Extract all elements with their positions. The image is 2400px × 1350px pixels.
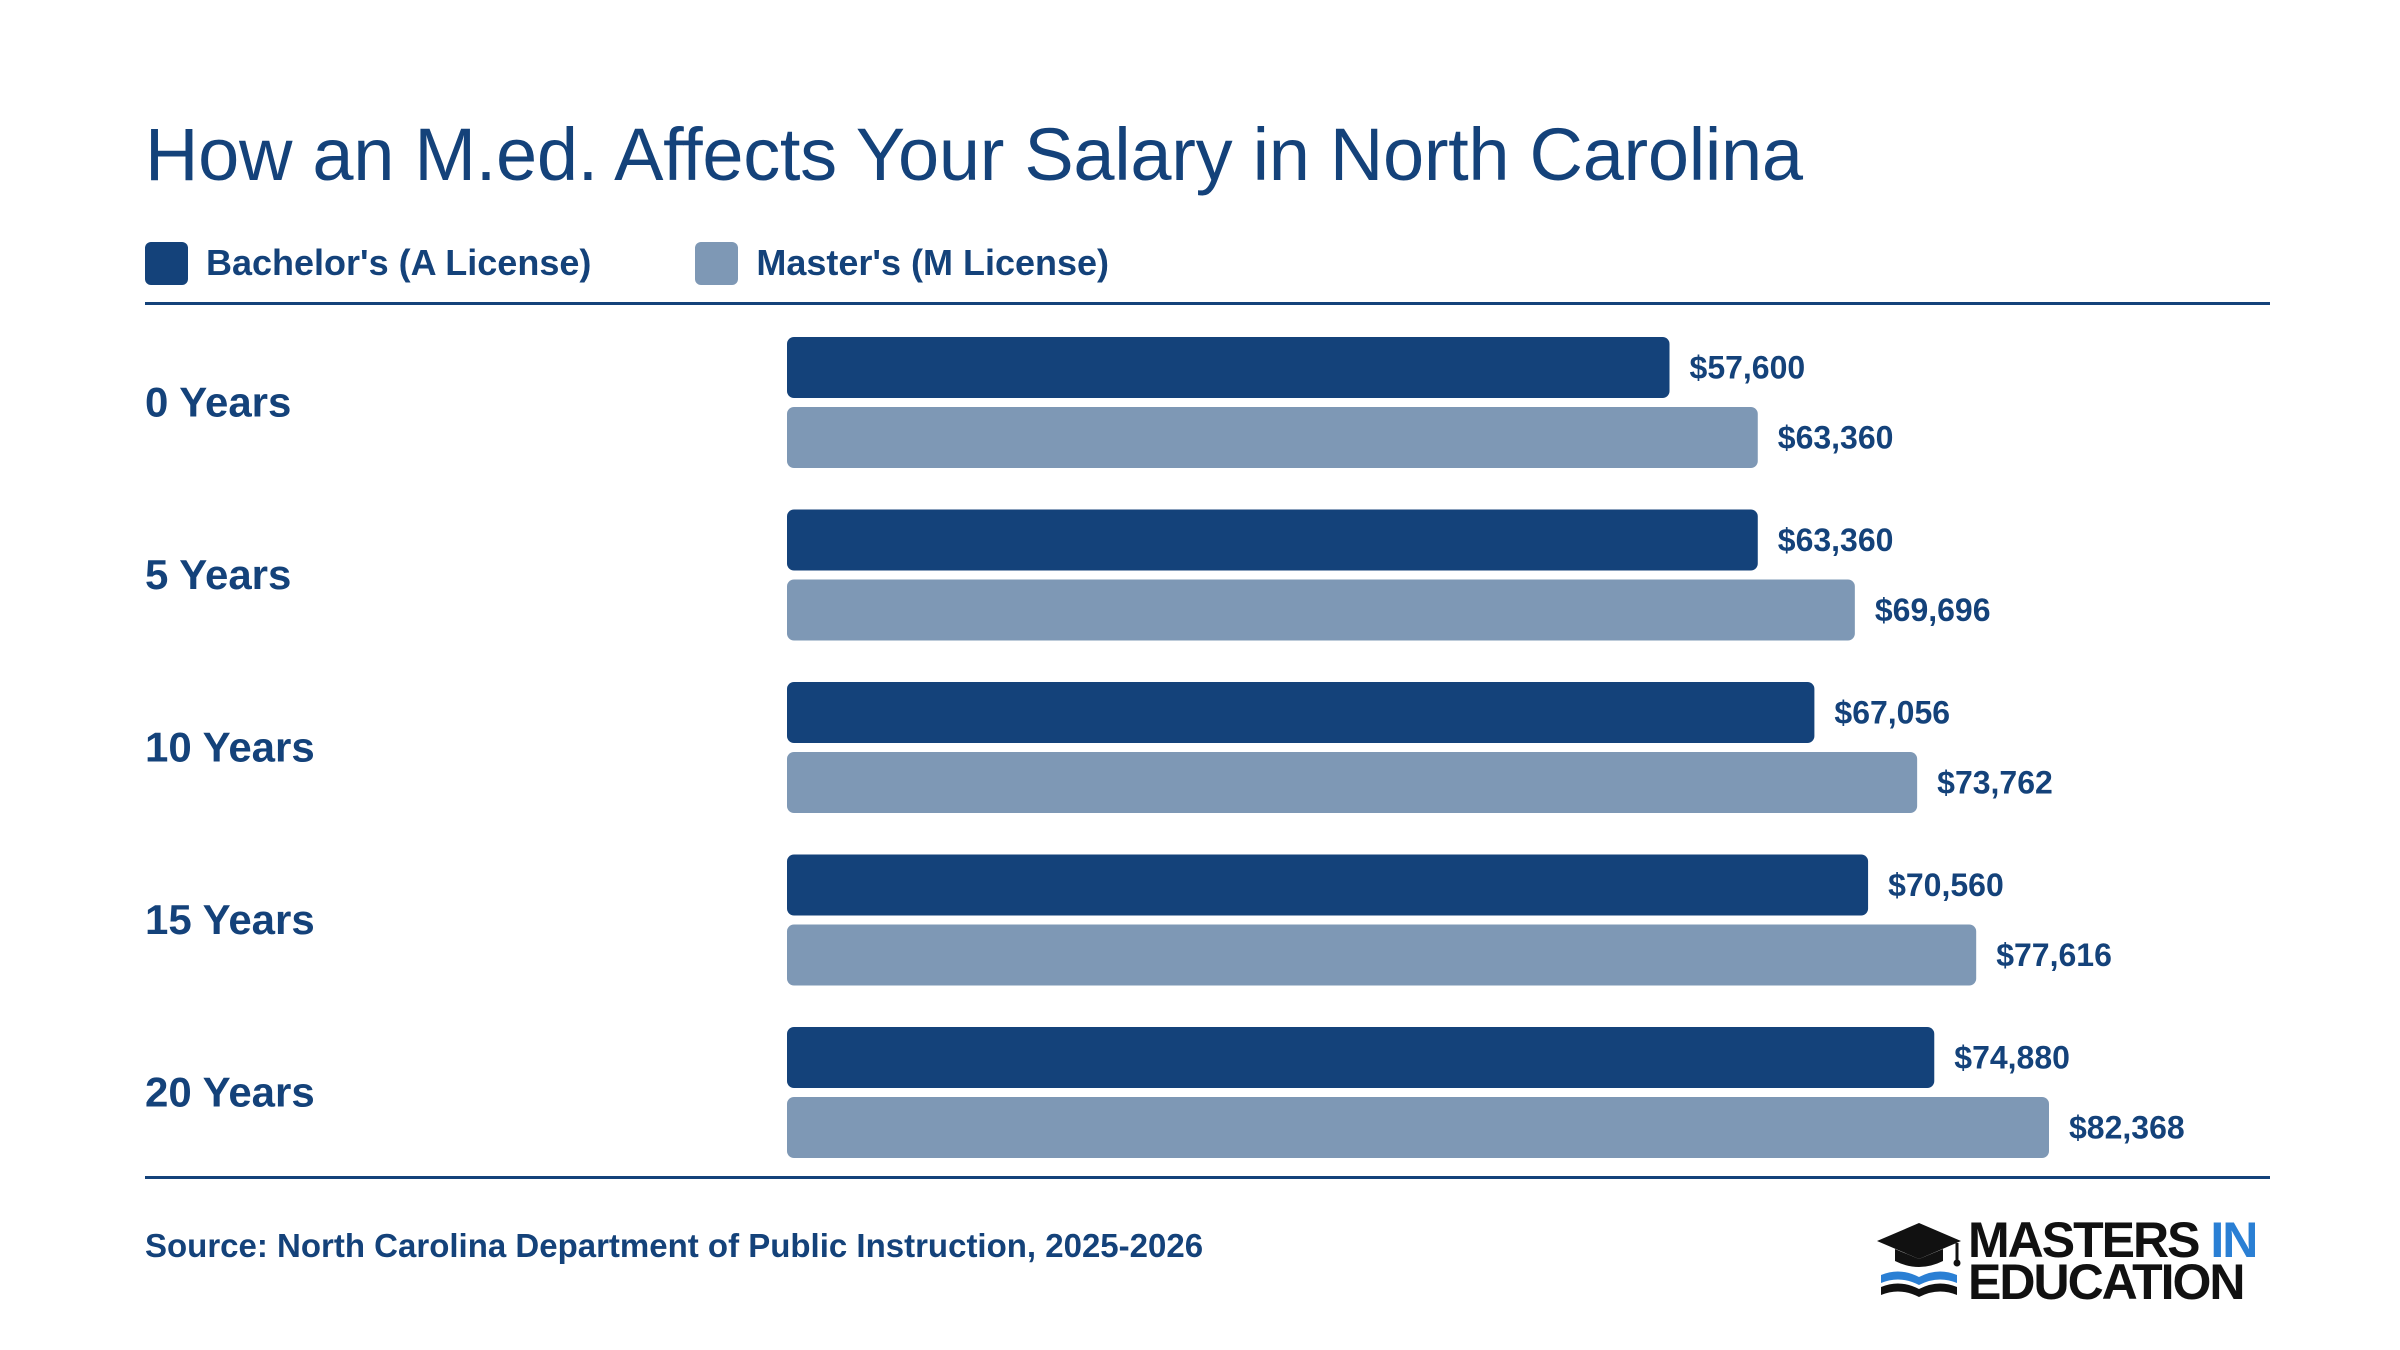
bar-bachelor	[787, 682, 1815, 743]
data-label: $77,616	[1996, 937, 2112, 973]
bar-bachelor	[787, 509, 1758, 571]
legend-item-master: Master's (M License)	[695, 241, 1110, 285]
bar-bachelor	[787, 854, 1869, 916]
top-divider	[145, 302, 2270, 305]
legend-label-master: Master's (M License)	[756, 242, 1110, 283]
data-label: $70,560	[1888, 867, 2004, 903]
graduation-cap-book-icon	[1877, 1223, 1961, 1297]
data-label: $67,056	[1834, 695, 1950, 731]
bar-bachelor	[787, 1027, 1935, 1088]
bottom-divider	[145, 1176, 2270, 1179]
legend-swatch-master	[695, 241, 739, 285]
data-label: $82,368	[2069, 1110, 2185, 1146]
bar-bachelor	[787, 337, 1670, 398]
data-label: $57,600	[1690, 350, 1806, 386]
masters-in-education-logo: MASTERS IN EDUCATION	[1873, 1212, 2273, 1310]
source-note: Source: North Carolina Department of Pub…	[145, 1227, 1204, 1264]
legend-item-bachelor: Bachelor's (A License)	[145, 241, 592, 285]
bar-master	[787, 752, 1918, 813]
bar-master	[787, 1097, 2049, 1158]
bar-master	[787, 579, 1855, 641]
data-label: $63,360	[1778, 420, 1894, 456]
category-label: 0 Years	[145, 379, 291, 426]
category-label: 15 Years	[145, 896, 315, 943]
logo-wordmark: MASTERS IN EDUCATION	[1968, 1212, 2258, 1310]
data-label: $69,696	[1875, 592, 1991, 628]
bar-master	[787, 407, 1758, 468]
chart-title: How an M.ed. Affects Your Salary in Nort…	[145, 113, 1803, 196]
data-label: $63,360	[1778, 522, 1894, 558]
category-label: 20 Years	[145, 1069, 315, 1116]
legend-swatch-bachelor	[145, 241, 188, 285]
data-label: $74,880	[1954, 1040, 2070, 1076]
data-label: $73,762	[1937, 765, 2053, 801]
category-label: 10 Years	[145, 724, 315, 771]
category-label: 5 Years	[145, 551, 291, 598]
bar-master	[787, 924, 1977, 986]
legend-label-bachelor: Bachelor's (A License)	[206, 242, 592, 283]
chart-legend: Bachelor's (A License) Master's (M Licen…	[145, 240, 1213, 286]
